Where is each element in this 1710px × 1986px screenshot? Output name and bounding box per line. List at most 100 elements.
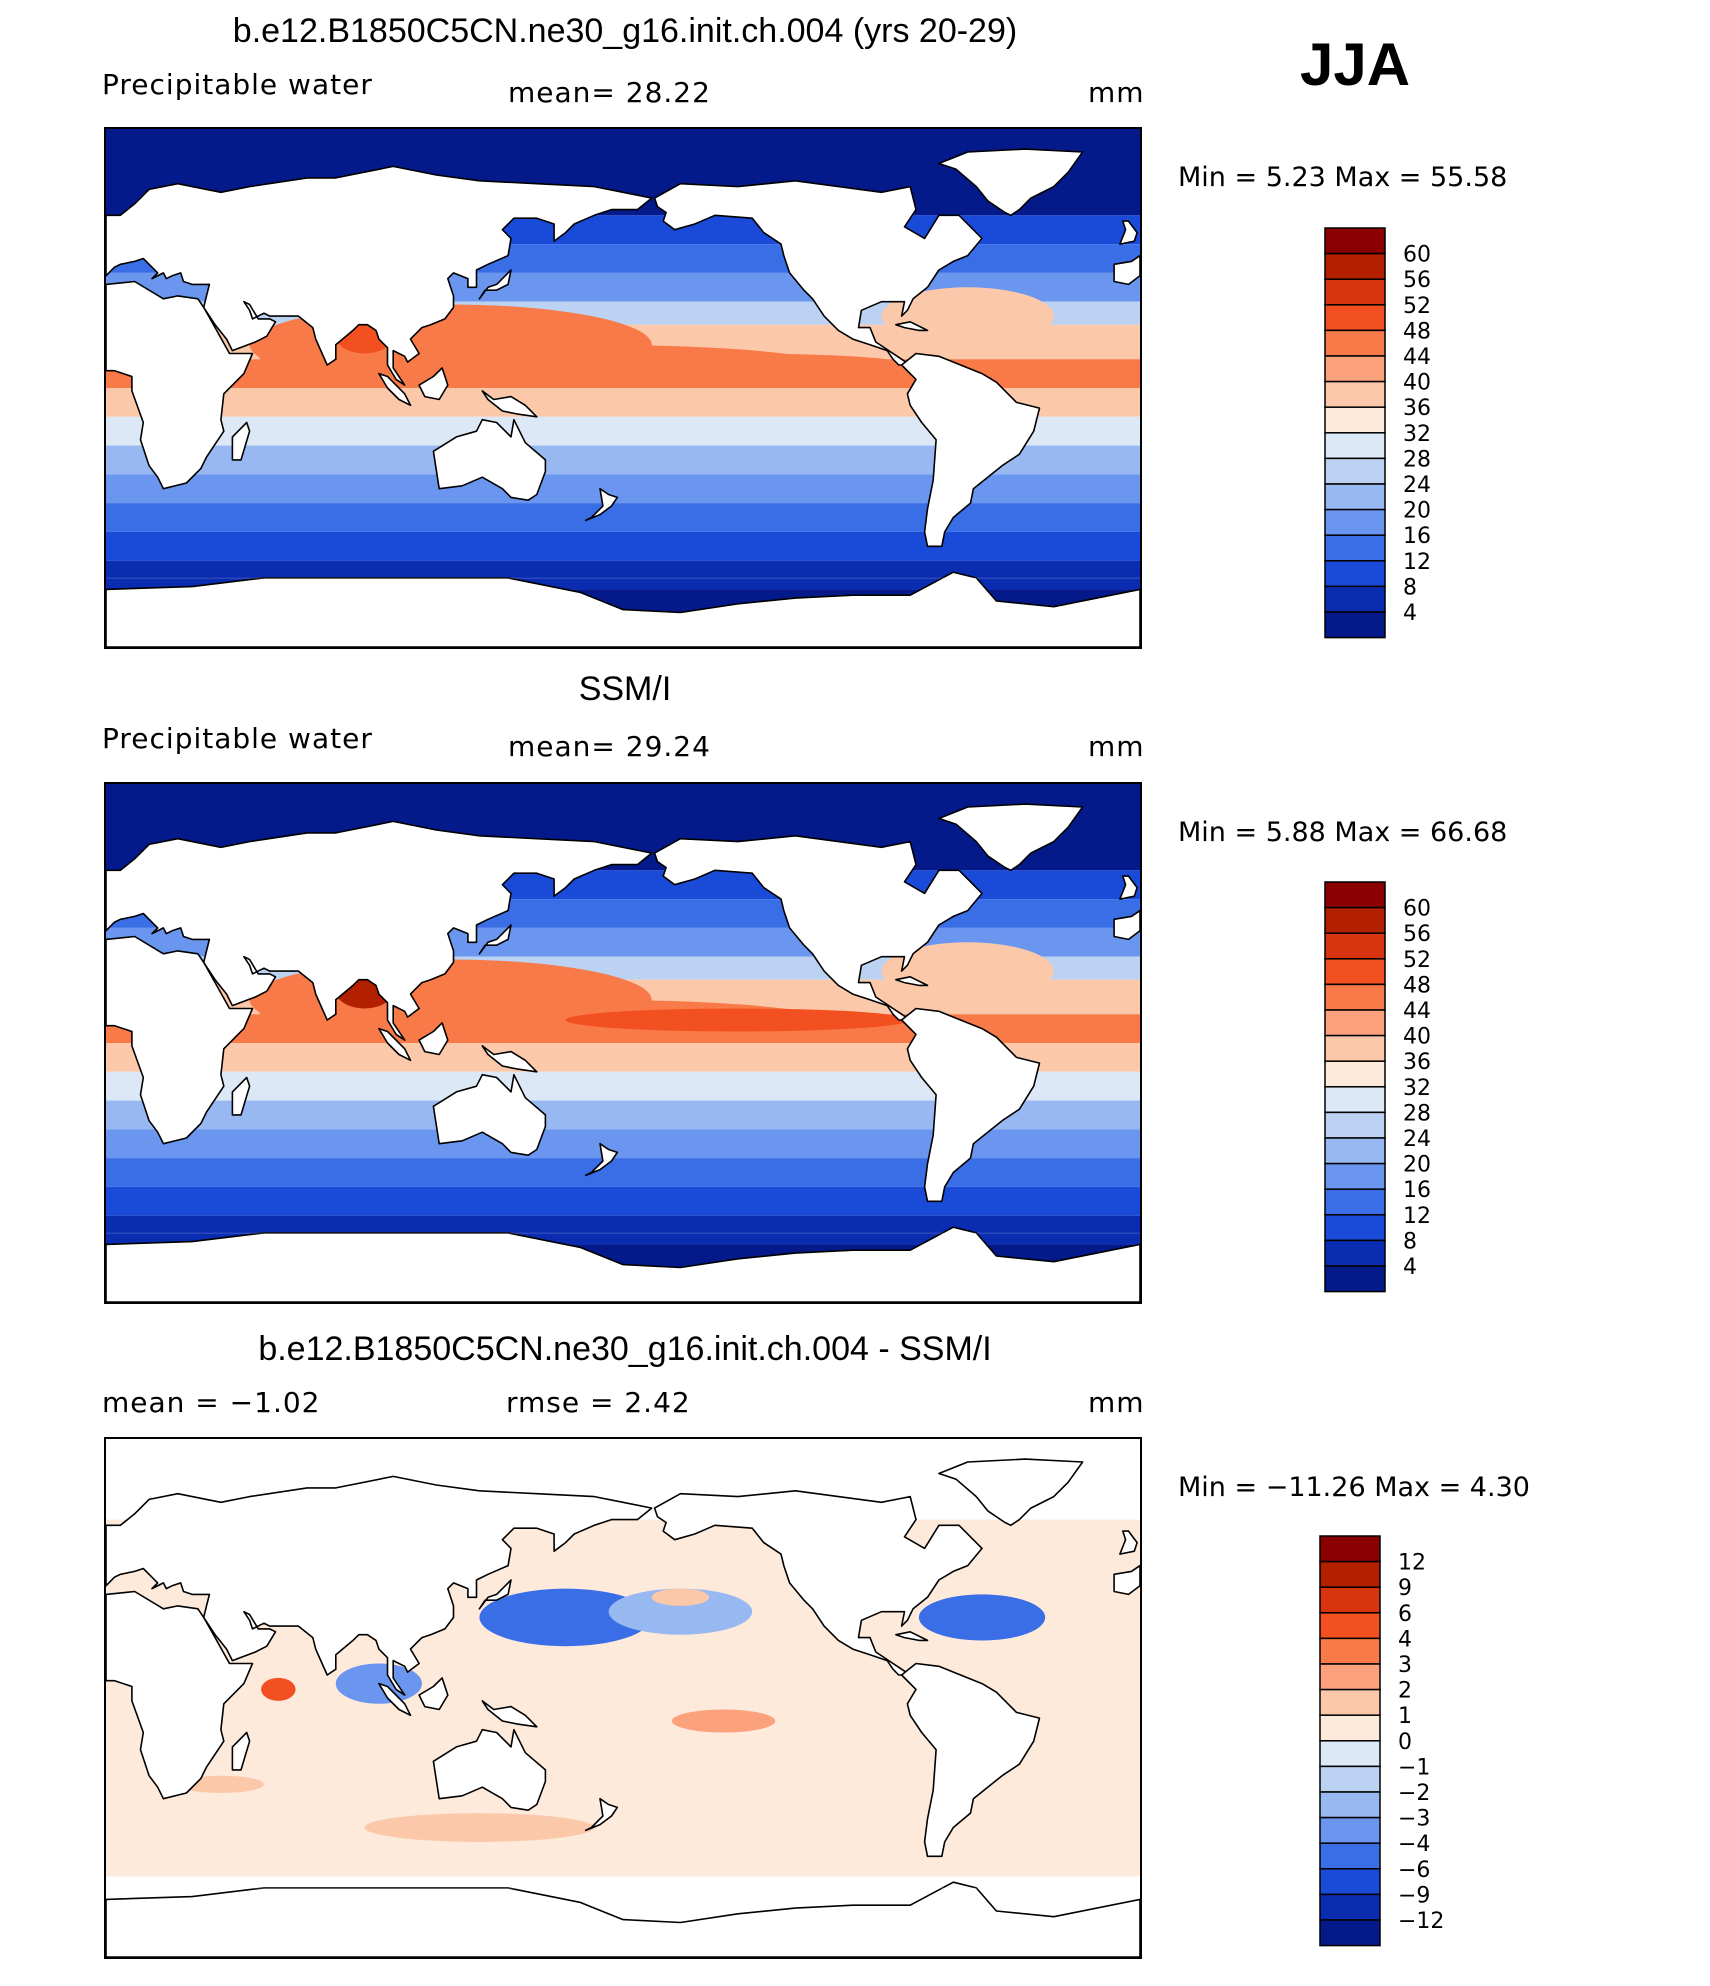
colorbar-tick-label: 9 (1398, 1576, 1412, 1601)
colorbar-swatch (1319, 1586, 1381, 1614)
colorbar-swatch (1324, 585, 1386, 613)
colorbar-tick-label: −6 (1398, 1858, 1430, 1883)
colorbar-tick-label: 4 (1403, 601, 1417, 626)
colorbar-swatch (1324, 355, 1386, 383)
colorbar-swatch (1324, 1214, 1386, 1242)
colorbar-tick-label: 2 (1398, 1679, 1412, 1704)
colorbar-tick-label: −2 (1398, 1781, 1430, 1806)
season-label: JJA (1300, 31, 1411, 98)
colorbar-tick-label: 52 (1403, 948, 1431, 973)
panel-3-title: b.e12.B1850C5CN.ne30_g16.init.ch.004 - S… (258, 1330, 992, 1368)
colorbar-swatch (1324, 508, 1386, 536)
colorbar-tick-label: 60 (1403, 897, 1431, 922)
colorbar-tick-label: 36 (1403, 1050, 1431, 1075)
panel-2-variable-label: Precipitable water (102, 722, 373, 755)
colorbar-tick-label: 12 (1398, 1551, 1426, 1576)
colorbar-swatch (1319, 1765, 1381, 1793)
colorbar-swatch (1319, 1791, 1381, 1819)
colorbar-tick-label: 3 (1398, 1653, 1412, 1678)
panel-3-colorbar: 12 9 6 4 3 2 1 0 −1 −2 −3 −4 −6 −9 −12 (1319, 1535, 1470, 1955)
colorbar-tick-label: 32 (1403, 422, 1431, 447)
colorbar-tick-label: 0 (1398, 1730, 1412, 1755)
colorbar-tick-label: 44 (1403, 345, 1431, 370)
colorbar-swatch (1319, 1816, 1381, 1844)
panel-1-mean-label: mean= 28.22 (508, 76, 711, 109)
panel-2-map (104, 782, 1142, 1304)
colorbar-swatch (1324, 432, 1386, 460)
colorbar-swatch (1319, 1842, 1381, 1870)
colorbar-swatch (1319, 1919, 1381, 1947)
panel-3-mean-label: mean = −1.02 (102, 1386, 321, 1419)
panel-1-title: b.e12.B1850C5CN.ne30_g16.init.ch.004 (yr… (232, 12, 1018, 50)
colorbar-swatch (1319, 1868, 1381, 1896)
colorbar-swatch (1324, 1009, 1386, 1037)
colorbar-swatch (1324, 560, 1386, 588)
colorbar-tick-label: 8 (1403, 575, 1417, 600)
colorbar-swatch (1324, 457, 1386, 485)
colorbar-swatch (1324, 278, 1386, 306)
panel-2-colorbar: 60 56 52 48 44 40 36 32 28 24 20 16 12 8 4 (1324, 881, 1475, 1301)
colorbar-tick-label: 1 (1398, 1704, 1412, 1729)
colorbar-swatch (1324, 611, 1386, 639)
colorbar-swatch (1324, 329, 1386, 357)
colorbar-tick-label: 6 (1398, 1602, 1412, 1627)
colorbar-swatch (1324, 1034, 1386, 1062)
colorbar-tick-label: −4 (1398, 1832, 1430, 1857)
colorbar-swatch (1319, 1688, 1381, 1716)
panel-1-units-label: mm (1088, 76, 1145, 109)
colorbar-swatch (1324, 1162, 1386, 1190)
colorbar-swatch (1324, 1239, 1386, 1267)
colorbar-tick-label: 24 (1403, 473, 1431, 498)
colorbar-tick-label: −1 (1398, 1755, 1430, 1780)
panel-1-minmax: Min = 5.23 Max = 55.58 (1178, 162, 1508, 193)
colorbar-swatch (1319, 1893, 1381, 1921)
colorbar-tick-label: −12 (1398, 1909, 1444, 1934)
panel-2-minmax: Min = 5.88 Max = 66.68 (1178, 817, 1508, 848)
colorbar-tick-label: 52 (1403, 294, 1431, 319)
colorbar-tick-label: 20 (1403, 499, 1431, 524)
colorbar-swatch (1324, 252, 1386, 280)
colorbar-tick-label: 48 (1403, 319, 1431, 344)
colorbar-tick-label: 8 (1403, 1229, 1417, 1254)
colorbar-tick-label: 28 (1403, 1101, 1431, 1126)
panel-3-units-label: mm (1088, 1386, 1145, 1419)
colorbar-tick-label: 16 (1403, 1178, 1431, 1203)
colorbar-swatch (1319, 1663, 1381, 1691)
colorbar-swatch (1324, 932, 1386, 960)
panel-1-colorbar: 60 56 52 48 44 40 36 32 28 24 20 16 12 8 4 (1324, 227, 1475, 647)
panel-3-rmse-label: rmse = 2.42 (506, 1386, 691, 1419)
colorbar-tick-label: −3 (1398, 1807, 1430, 1832)
colorbar-tick-label: 24 (1403, 1127, 1431, 1152)
colorbar-swatch (1324, 1265, 1386, 1293)
colorbar-swatch (1324, 483, 1386, 511)
panel-2-title: SSM/I (578, 670, 672, 708)
colorbar-tick-label: 56 (1403, 922, 1431, 947)
colorbar-tick-label: 44 (1403, 999, 1431, 1024)
colorbar-swatch (1324, 1060, 1386, 1088)
colorbar-tick-label: 60 (1403, 243, 1431, 268)
colorbar-tick-label: 12 (1403, 550, 1431, 575)
colorbar-swatch (1324, 534, 1386, 562)
colorbar-swatch (1319, 1637, 1381, 1665)
colorbar-tick-label: 20 (1403, 1153, 1431, 1178)
colorbar-swatch (1324, 906, 1386, 934)
panel-1-map (104, 127, 1142, 649)
colorbar-tick-label: 36 (1403, 396, 1431, 421)
colorbar-swatch (1324, 983, 1386, 1011)
colorbar-swatch (1319, 1535, 1381, 1563)
colorbar-tick-label: 40 (1403, 371, 1431, 396)
colorbar-tick-label: 48 (1403, 973, 1431, 998)
panel-3-minmax: Min = −11.26 Max = 4.30 (1178, 1472, 1530, 1503)
colorbar-tick-label: 56 (1403, 268, 1431, 293)
colorbar-swatch (1324, 227, 1386, 255)
colorbar-tick-label: 40 (1403, 1025, 1431, 1050)
colorbar-swatch (1324, 958, 1386, 986)
panel-2-mean-label: mean= 29.24 (508, 730, 711, 763)
colorbar-swatch (1319, 1740, 1381, 1768)
panel-3-map (104, 1437, 1142, 1959)
colorbar-tick-label: 12 (1403, 1204, 1431, 1229)
colorbar-swatch (1324, 380, 1386, 408)
colorbar-tick-label: 4 (1403, 1255, 1417, 1280)
colorbar-swatch (1319, 1612, 1381, 1640)
colorbar-tick-label: 4 (1398, 1627, 1412, 1652)
